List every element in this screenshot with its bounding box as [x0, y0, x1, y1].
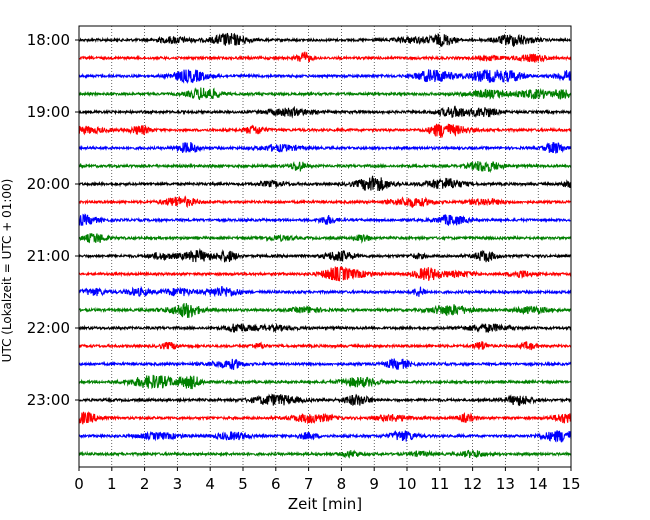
x-tick-label: 10 [397, 475, 416, 493]
y-tick-label: 22:00 [27, 319, 70, 337]
x-tick-label: 15 [561, 475, 580, 493]
x-tick-label: 5 [238, 475, 248, 493]
y-tick-label: 18:00 [27, 31, 70, 49]
seismic-trace [78, 341, 572, 351]
x-axis: 0 1 2 3 4 5 6 7 8 9 10 11 12 13 14 15 [74, 467, 581, 493]
seismic-trace [78, 175, 572, 191]
x-tick-label: 6 [271, 475, 281, 493]
y-tick-label: 21:00 [27, 247, 70, 265]
seismic-trace [78, 51, 572, 63]
y-axis: 18:00 19:00 20:00 21:00 22:00 23:00 [27, 31, 79, 409]
x-tick-label: 4 [205, 475, 215, 493]
x-tick-label: 11 [430, 475, 449, 493]
x-tick-label: 8 [337, 475, 347, 493]
seismic-trace [78, 429, 572, 443]
seismic-trace [78, 303, 572, 318]
seismic-trace [78, 213, 572, 227]
seismic-trace [78, 195, 572, 209]
seismic-trace [78, 266, 572, 282]
x-tick-label: 3 [173, 475, 183, 493]
seismic-trace [78, 32, 572, 48]
seismic-trace [78, 87, 572, 101]
y-tick-label: 19:00 [27, 103, 70, 121]
seismic-trace [78, 160, 572, 173]
seismic-trace [78, 449, 572, 459]
seismic-trace [78, 358, 572, 371]
y-tick-label: 20:00 [27, 175, 70, 193]
x-axis-label: Zeit [min] [288, 495, 362, 513]
x-tick-label: 2 [140, 475, 150, 493]
traces [78, 32, 572, 459]
y-tick-label: 23:00 [27, 391, 70, 409]
x-tick-label: 12 [463, 475, 482, 493]
plot-frame [78, 25, 572, 468]
x-tick-label: 1 [107, 475, 117, 493]
x-tick-label: 14 [529, 475, 548, 493]
x-tick-label: 9 [369, 475, 379, 493]
seismic-trace [78, 322, 572, 333]
seismic-trace [78, 374, 572, 390]
x-tick-label: 7 [304, 475, 314, 493]
seismic-trace [78, 233, 572, 244]
seismic-trace [78, 105, 572, 119]
seismic-trace [78, 69, 572, 84]
y-axis-label: UTC (Lokalzeit = UTC + 01:00) [0, 179, 14, 363]
x-tick-label: 0 [74, 475, 84, 493]
seismic-trace [78, 247, 572, 263]
x-tick-label: 13 [496, 475, 515, 493]
seismic-trace [78, 123, 572, 139]
seismic-trace [78, 142, 572, 154]
seismic-trace [78, 393, 572, 407]
seismic-trace [78, 411, 572, 425]
seismic-trace [78, 285, 572, 298]
